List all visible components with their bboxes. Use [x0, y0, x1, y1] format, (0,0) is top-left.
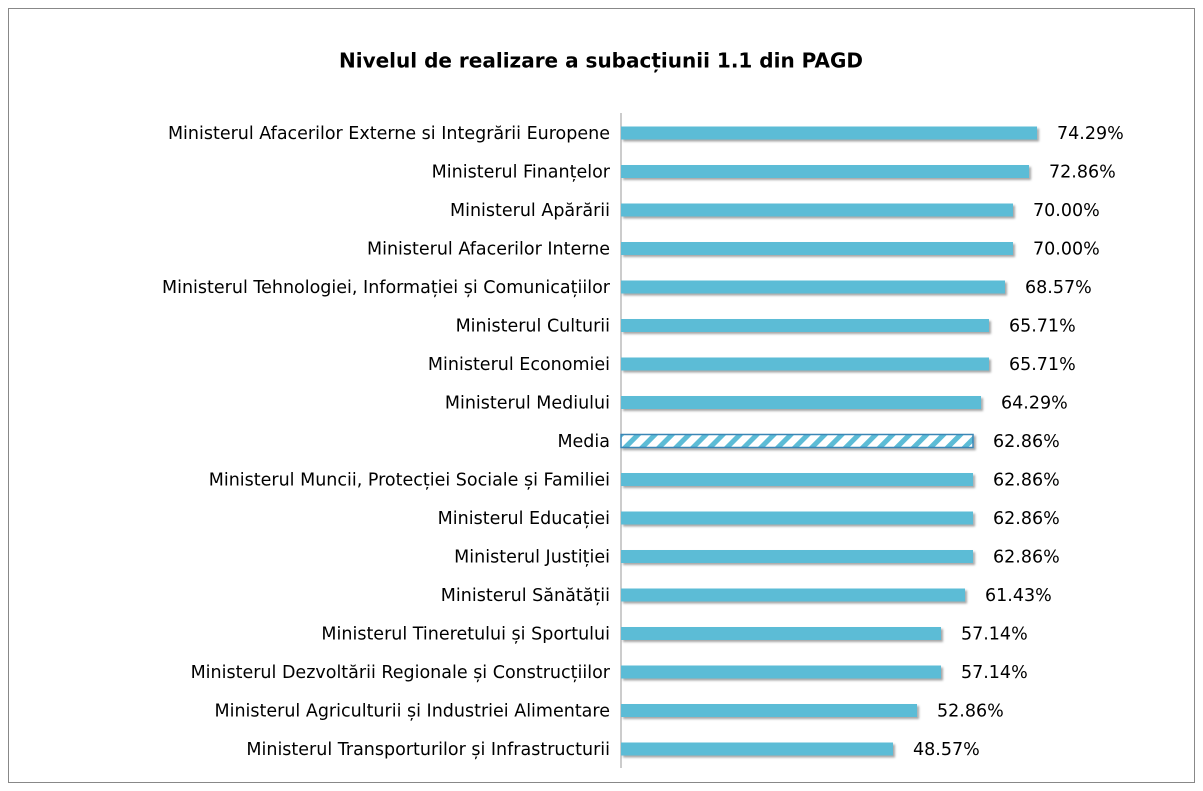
category-label: Ministerul Justiției: [454, 548, 610, 568]
value-label: 62.86%: [993, 509, 1060, 529]
category-label: Ministerul Mediului: [445, 394, 610, 414]
bar: [621, 511, 974, 525]
bar: [621, 319, 989, 332]
bar: [621, 704, 918, 717]
value-label: 62.86%: [993, 432, 1060, 452]
category-label: Ministerul Afacerilor Externe si Integră…: [168, 124, 610, 144]
value-label: 72.86%: [1049, 163, 1116, 183]
value-label: 57.14%: [961, 625, 1028, 645]
value-label: 70.00%: [1033, 240, 1100, 260]
category-label: Ministerul Culturii: [456, 317, 610, 337]
bar: [621, 357, 989, 371]
bar: [621, 588, 966, 602]
bar: [621, 627, 941, 640]
category-label: Ministerul Educației: [438, 509, 610, 529]
bar: [621, 550, 974, 563]
value-label: 52.86%: [937, 702, 1004, 722]
chart-title: Nivelul de realizare a subacțiunii 1.1 d…: [339, 49, 863, 73]
value-label: 65.71%: [1009, 317, 1076, 337]
category-label: Ministerul Afacerilor Interne: [367, 240, 610, 260]
value-label: 57.14%: [961, 663, 1028, 683]
value-label: 48.57%: [913, 740, 980, 760]
category-label: Ministerul Agriculturii și Industriei Al…: [214, 702, 610, 722]
value-label: 62.86%: [993, 548, 1060, 568]
category-label: Ministerul Tehnologiei, Informației și C…: [162, 278, 611, 298]
category-label: Ministerul Apărării: [450, 201, 610, 221]
category-label: Ministerul Tineretului și Sportului: [321, 625, 610, 645]
value-label: 74.29%: [1057, 124, 1124, 144]
value-label: 68.57%: [1025, 278, 1092, 298]
value-label: 70.00%: [1033, 201, 1100, 221]
bar: [621, 126, 1038, 140]
bar: [621, 742, 893, 756]
bar: [621, 396, 982, 409]
bar: [621, 203, 1013, 217]
bar: [621, 242, 1013, 255]
bar: [621, 473, 974, 486]
bar: [620, 433, 974, 449]
value-label: 64.29%: [1001, 394, 1068, 414]
category-label: Ministerul Finanțelor: [432, 163, 611, 183]
value-label: 61.43%: [985, 586, 1052, 606]
bar: [621, 280, 1005, 294]
category-label: Ministerul Sănătății: [441, 586, 610, 606]
category-label: Ministerul Transporturilor și Infrastruc…: [246, 740, 610, 760]
category-label: Ministerul Dezvoltării Regionale și Cons…: [191, 663, 611, 683]
bar: [621, 165, 1030, 178]
bar: [621, 665, 941, 679]
category-label: Ministerul Economiei: [428, 355, 610, 375]
value-label: 65.71%: [1009, 355, 1076, 375]
category-label: Media: [557, 432, 610, 452]
category-label: Ministerul Muncii, Protecției Sociale și…: [209, 471, 610, 491]
value-label: 62.86%: [993, 471, 1060, 491]
